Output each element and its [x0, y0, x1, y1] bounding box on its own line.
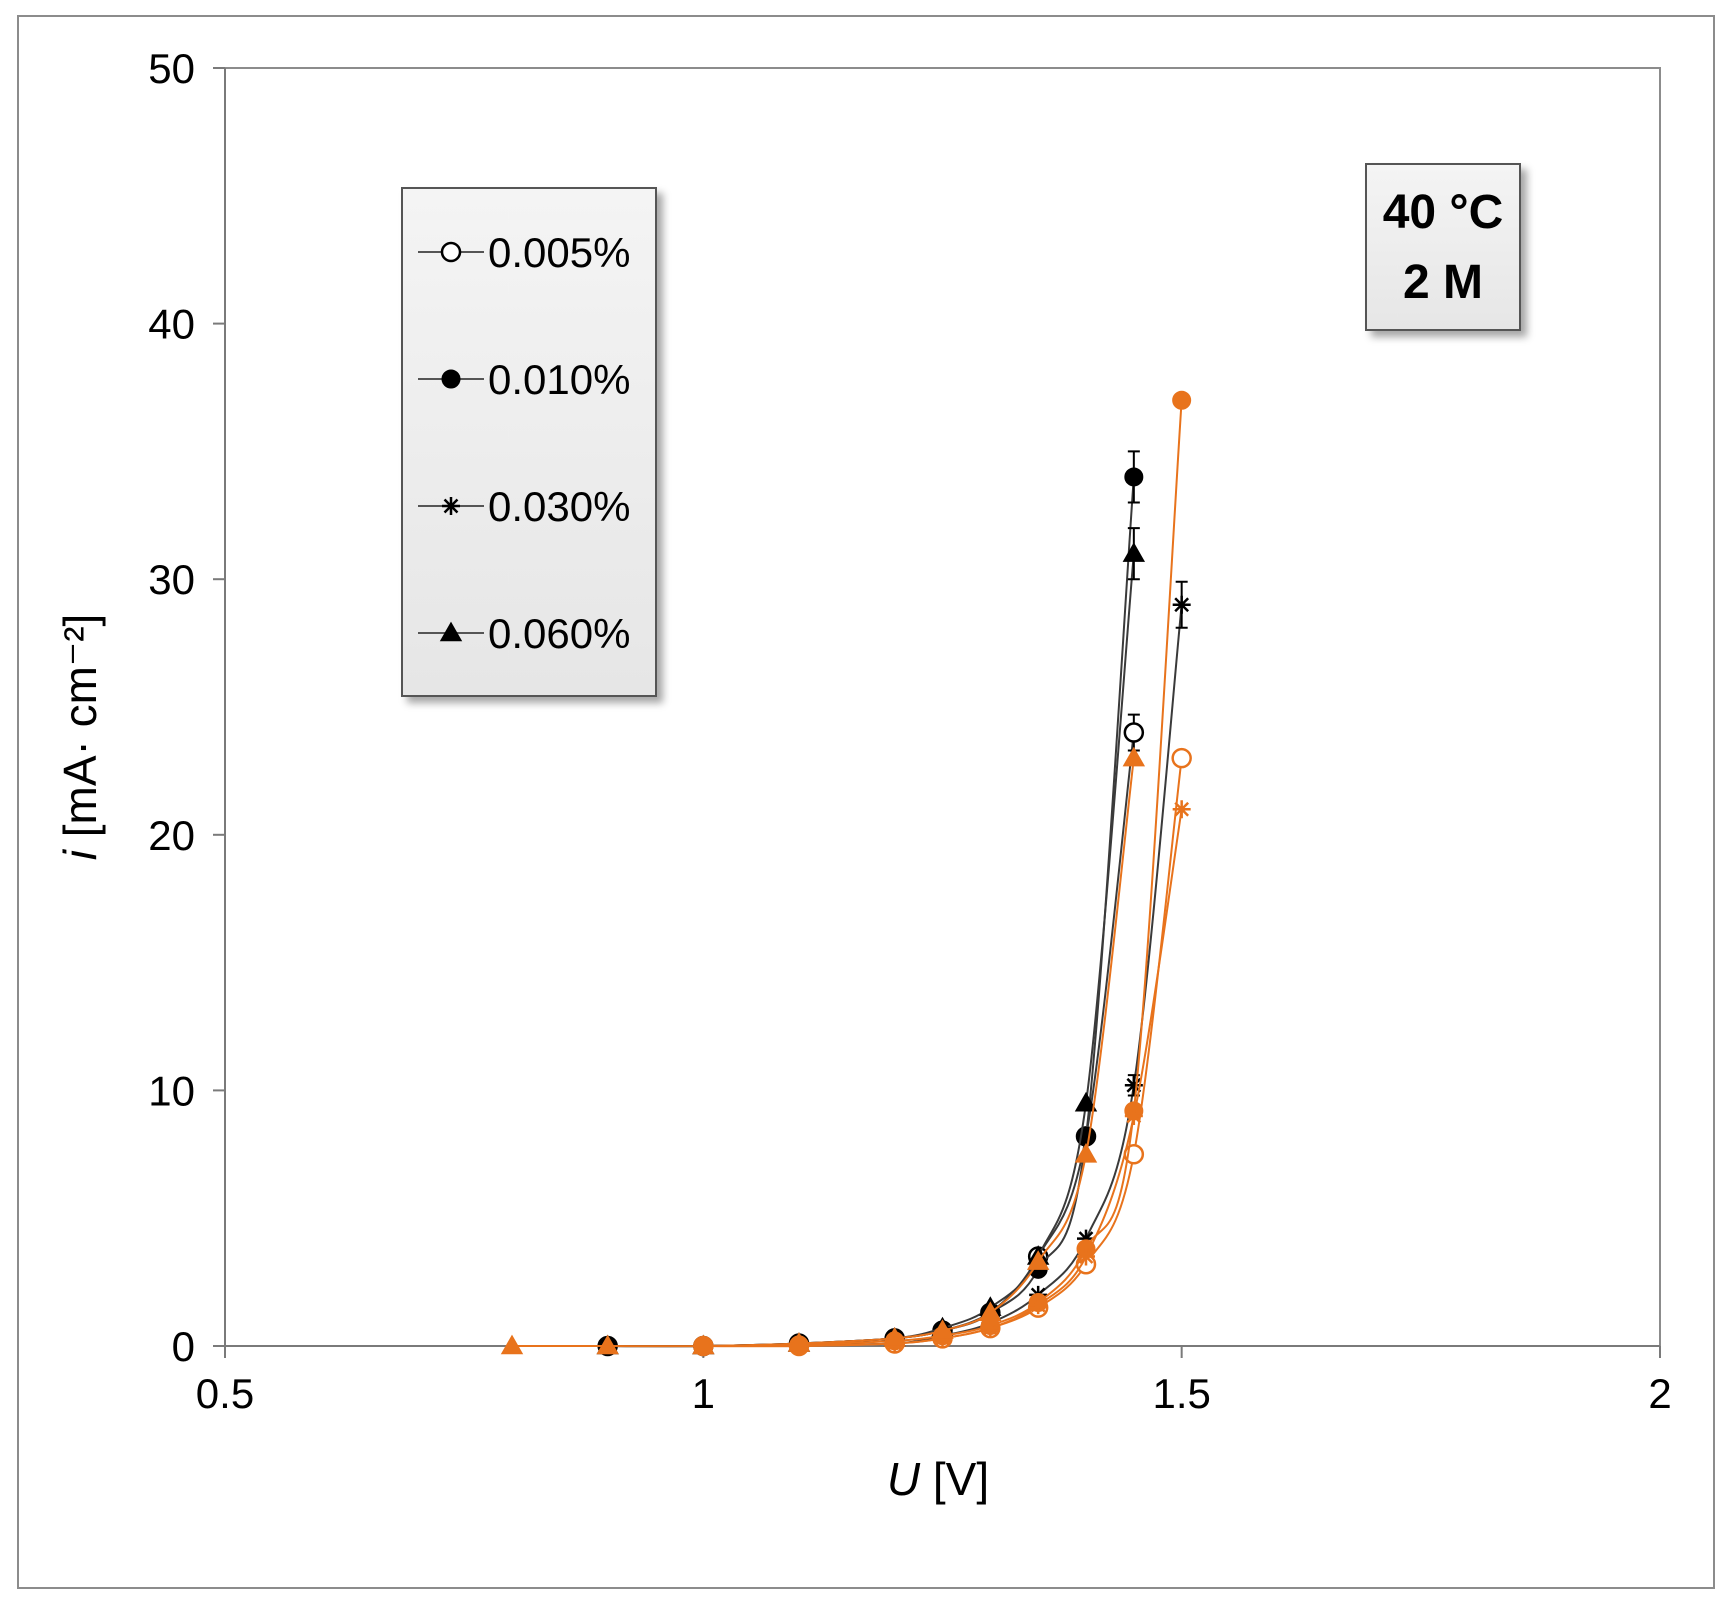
legend-label: 0.030% [488, 483, 630, 530]
data-point [596, 1334, 619, 1355]
y-axis-unit: [mA· cm⁻²] [54, 614, 106, 850]
x-tick-label: 1.5 [1152, 1370, 1210, 1417]
data-point [1122, 746, 1146, 767]
legend-label: 0.005% [488, 229, 630, 276]
annotation-box [1365, 163, 1521, 331]
y-tick-label: 0 [172, 1323, 195, 1370]
legend-item: 0.030% [418, 483, 630, 530]
y-tick-label: 30 [148, 556, 195, 603]
y-axis-title: i [mA· cm⁻²] [54, 614, 106, 861]
data-point [692, 1334, 715, 1355]
series-orange-filled-triangle [500, 746, 1146, 1355]
data-point [1026, 1250, 1050, 1270]
x-tick-label: 2 [1648, 1370, 1671, 1417]
series-line [703, 809, 1183, 1348]
legend-marker [441, 369, 461, 389]
data-point [1074, 1142, 1098, 1163]
data-point [1171, 747, 1192, 769]
data-point [1122, 542, 1146, 562]
x-axis-variable: U [887, 1453, 921, 1505]
y-tick-label: 20 [148, 812, 195, 859]
plot-area [500, 390, 1192, 1357]
x-tick-labels: 0.5 1 1.5 2 [196, 1370, 1672, 1417]
data-point [883, 1326, 906, 1347]
y-axis-variable: i [54, 848, 106, 860]
y-tick-label: 50 [148, 45, 195, 92]
data-point [1172, 800, 1191, 819]
x-tick-label: 0.5 [196, 1370, 254, 1417]
legend-box [401, 187, 657, 697]
y-tick-label: 40 [148, 301, 195, 348]
legend-marker [440, 241, 462, 263]
data-point [787, 1332, 811, 1352]
legend-item: 0.060% [418, 610, 630, 657]
legend-label: 0.060% [488, 610, 630, 657]
data-point [1077, 1247, 1095, 1266]
data-point [1124, 1076, 1143, 1095]
data-point [1124, 467, 1144, 487]
x-tick-label: 1 [692, 1370, 715, 1417]
condition-annotation: 40 °C 2 M [1365, 163, 1521, 331]
legend-marker [442, 497, 460, 515]
data-point [1124, 1106, 1143, 1125]
legend-item: 0.010% [418, 356, 630, 403]
data-point [1029, 1296, 1048, 1315]
x-axis-title: U [V] [887, 1453, 989, 1505]
y-tick-label: 10 [148, 1067, 195, 1114]
annotation-concentration: 2 M [1403, 256, 1483, 309]
data-point [1074, 1091, 1098, 1112]
annotation-temperature: 40 °C [1383, 186, 1504, 239]
data-point [931, 1319, 954, 1339]
legend-items: 0.005% 0.010% 0.030% 0.060% [418, 229, 630, 657]
data-point [500, 1334, 524, 1355]
data-point [1172, 595, 1191, 614]
legend-item: 0.005% [418, 229, 630, 276]
x-axis-unit: [V] [920, 1453, 989, 1505]
legend-marker [439, 621, 463, 642]
series-orange-star [694, 800, 1191, 1355]
legend-label: 0.010% [488, 356, 630, 403]
data-point [979, 1301, 1002, 1322]
legend: 0.005% 0.010% 0.030% 0.060% [401, 187, 657, 697]
data-point [1123, 722, 1145, 743]
data-point [1172, 390, 1192, 410]
data-point [1077, 1229, 1095, 1248]
data-point [981, 1319, 1000, 1338]
y-tick-labels: 0 10 20 30 40 50 [148, 45, 195, 1370]
